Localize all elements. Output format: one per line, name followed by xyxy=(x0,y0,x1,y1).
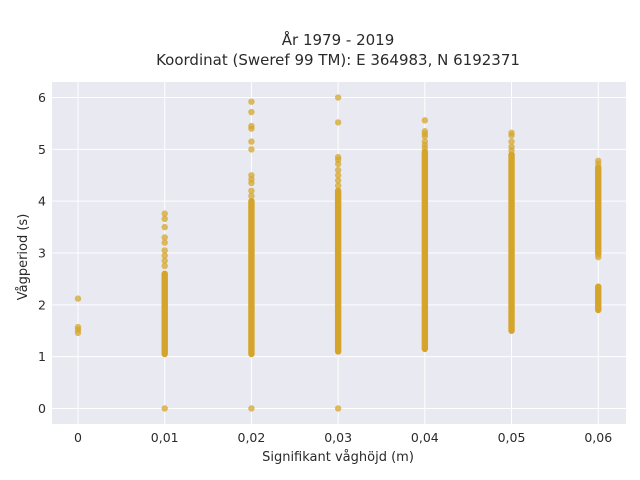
data-point xyxy=(334,119,342,126)
data-point xyxy=(421,145,429,152)
x-tick-label: 0 xyxy=(74,430,82,445)
data-point xyxy=(248,125,255,132)
y-tick-label: 6 xyxy=(38,90,46,105)
data-point xyxy=(334,160,342,168)
data-point xyxy=(161,247,168,254)
data-point-cluster xyxy=(161,270,168,358)
tick-labels: 0 0,01 0,02 0,03 0,04 0,05 0,06 0 1 2 3 4 5 6 xyxy=(38,90,612,445)
y-tick-label: 4 xyxy=(38,194,46,209)
y-tick-label: 2 xyxy=(38,297,46,312)
y-tick-label: 3 xyxy=(38,246,46,261)
chart-subtitle: Koordinat (Sweref 99 TM): E 364983, N 61… xyxy=(156,51,520,69)
x-tick-label: 0,05 xyxy=(498,430,526,445)
data-point xyxy=(248,108,255,116)
data-point xyxy=(161,215,168,222)
y-axis-label: Vågperiod (s) xyxy=(16,214,31,301)
x-tick-label: 0,04 xyxy=(411,430,439,445)
data-point xyxy=(161,234,168,241)
data-point xyxy=(421,133,429,140)
x-tick-label: 0,06 xyxy=(584,430,612,445)
data-point xyxy=(334,177,342,184)
data-point xyxy=(248,179,255,187)
x-tick-label: 0,01 xyxy=(151,430,179,445)
data-point xyxy=(161,257,168,264)
data-point xyxy=(334,166,342,174)
data-point xyxy=(421,117,429,124)
data-point xyxy=(161,210,168,217)
data-point xyxy=(248,405,255,412)
data-point-cluster xyxy=(421,148,429,353)
chart-title: År 1979 - 2019 xyxy=(282,30,395,49)
data-point-cluster xyxy=(595,164,602,257)
data-point xyxy=(595,253,602,261)
data-point-cluster xyxy=(334,187,342,355)
data-point xyxy=(161,252,168,259)
y-tick-label: 5 xyxy=(38,142,46,157)
data-point xyxy=(508,147,515,154)
data-point xyxy=(508,138,515,145)
data-point xyxy=(161,262,168,270)
data-point-cluster xyxy=(248,197,255,358)
data-point xyxy=(595,160,602,168)
data-point xyxy=(248,98,255,105)
data-point xyxy=(248,146,255,153)
x-tick-label: 0,03 xyxy=(324,430,352,445)
data-point-cluster xyxy=(508,151,515,334)
data-point xyxy=(508,132,515,139)
data-point xyxy=(161,239,168,246)
x-axis-label: Signifikant våghöjd (m) xyxy=(262,450,414,465)
data-point xyxy=(334,172,342,179)
data-point xyxy=(161,405,168,412)
data-point xyxy=(74,295,82,302)
x-tick-label: 0,02 xyxy=(238,430,266,445)
data-point xyxy=(334,94,342,101)
data-point-cluster xyxy=(595,283,602,314)
y-tick-label: 0 xyxy=(38,401,46,416)
data-point xyxy=(74,329,82,336)
data-point xyxy=(334,182,342,189)
data-point xyxy=(161,223,168,231)
y-tick-label: 1 xyxy=(38,349,46,364)
data-point xyxy=(248,138,255,145)
data-point xyxy=(248,187,255,195)
data-point xyxy=(334,405,342,412)
data-point xyxy=(248,192,255,200)
data-points xyxy=(74,94,602,412)
